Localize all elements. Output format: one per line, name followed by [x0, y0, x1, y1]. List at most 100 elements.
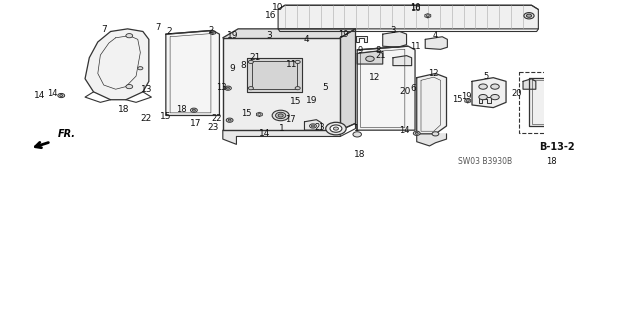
Text: 3: 3: [266, 31, 272, 40]
Circle shape: [272, 110, 289, 121]
Text: 20: 20: [512, 89, 522, 98]
Text: 12: 12: [429, 69, 439, 78]
Text: 5: 5: [323, 83, 328, 92]
Polygon shape: [417, 134, 447, 146]
Text: 17: 17: [285, 115, 296, 124]
Polygon shape: [223, 29, 355, 38]
Polygon shape: [357, 51, 383, 64]
Text: 18: 18: [546, 157, 556, 166]
Text: 19: 19: [339, 30, 349, 39]
Text: 18: 18: [353, 150, 365, 159]
Circle shape: [479, 94, 487, 100]
Circle shape: [561, 153, 568, 157]
Text: 11: 11: [410, 42, 420, 51]
Circle shape: [258, 114, 261, 115]
Circle shape: [227, 87, 230, 89]
Bar: [519, 72, 595, 133]
Polygon shape: [340, 29, 355, 130]
Circle shape: [193, 109, 195, 111]
Text: 6: 6: [411, 84, 417, 93]
Polygon shape: [305, 120, 321, 130]
Text: 8: 8: [375, 46, 380, 56]
Text: 9: 9: [230, 64, 236, 73]
Polygon shape: [523, 79, 536, 89]
Circle shape: [126, 85, 132, 89]
Text: 14: 14: [399, 126, 410, 135]
Circle shape: [310, 124, 316, 128]
Polygon shape: [425, 14, 431, 18]
Text: 17: 17: [190, 119, 202, 129]
Text: 15: 15: [241, 109, 252, 118]
Polygon shape: [393, 56, 412, 66]
Text: 14: 14: [47, 89, 58, 98]
Polygon shape: [223, 130, 340, 144]
Text: 7: 7: [156, 23, 161, 32]
Circle shape: [138, 67, 143, 70]
Text: SW03 B3930B: SW03 B3930B: [458, 157, 512, 166]
Polygon shape: [425, 37, 447, 49]
Text: 4: 4: [303, 34, 308, 43]
Polygon shape: [383, 32, 406, 47]
Circle shape: [60, 94, 63, 96]
Text: 2: 2: [166, 27, 172, 36]
Text: 1: 1: [279, 124, 285, 133]
Text: 23: 23: [208, 123, 219, 132]
Polygon shape: [223, 38, 340, 130]
Polygon shape: [278, 5, 538, 29]
Polygon shape: [355, 36, 367, 42]
Circle shape: [415, 132, 419, 134]
Circle shape: [58, 93, 65, 98]
Text: 15: 15: [290, 97, 301, 106]
Text: 14: 14: [33, 91, 45, 100]
Text: 19: 19: [461, 92, 471, 100]
Circle shape: [211, 32, 214, 33]
Text: 14: 14: [259, 130, 271, 138]
Circle shape: [228, 119, 231, 121]
Polygon shape: [472, 78, 506, 108]
Polygon shape: [246, 58, 302, 92]
Text: 7: 7: [102, 25, 108, 34]
Circle shape: [191, 108, 197, 112]
Text: 22: 22: [212, 114, 222, 123]
Polygon shape: [547, 137, 570, 146]
Text: 5: 5: [484, 71, 489, 81]
Text: 16: 16: [265, 11, 276, 20]
Text: 13: 13: [141, 85, 153, 94]
Text: 12: 12: [369, 73, 380, 82]
Polygon shape: [357, 46, 415, 130]
Text: 3: 3: [390, 26, 396, 35]
Polygon shape: [257, 112, 262, 116]
Text: 18: 18: [176, 105, 186, 114]
Text: 4: 4: [433, 31, 438, 40]
Text: 15: 15: [452, 95, 463, 104]
Circle shape: [353, 132, 362, 137]
Circle shape: [466, 100, 469, 102]
Text: 21: 21: [249, 53, 260, 62]
Circle shape: [491, 84, 499, 89]
Polygon shape: [465, 99, 470, 103]
Text: 16: 16: [410, 4, 420, 13]
Text: 19: 19: [227, 31, 239, 40]
Text: 8: 8: [241, 61, 246, 70]
Circle shape: [248, 60, 253, 63]
Circle shape: [326, 122, 346, 135]
Circle shape: [524, 12, 534, 19]
Text: 20: 20: [400, 87, 412, 96]
Polygon shape: [529, 78, 585, 126]
Circle shape: [333, 127, 339, 130]
Circle shape: [365, 56, 374, 62]
Circle shape: [126, 33, 132, 38]
Polygon shape: [210, 30, 216, 35]
Circle shape: [479, 84, 487, 89]
Circle shape: [491, 94, 499, 100]
Circle shape: [413, 131, 420, 135]
Text: 22: 22: [140, 115, 152, 123]
Circle shape: [432, 132, 439, 136]
Text: 13: 13: [216, 83, 227, 92]
Text: 2: 2: [208, 26, 214, 35]
Text: B-13-2: B-13-2: [540, 142, 575, 152]
Text: 10: 10: [272, 3, 284, 11]
Text: 10: 10: [410, 3, 420, 12]
Circle shape: [295, 86, 300, 90]
Circle shape: [276, 112, 286, 119]
